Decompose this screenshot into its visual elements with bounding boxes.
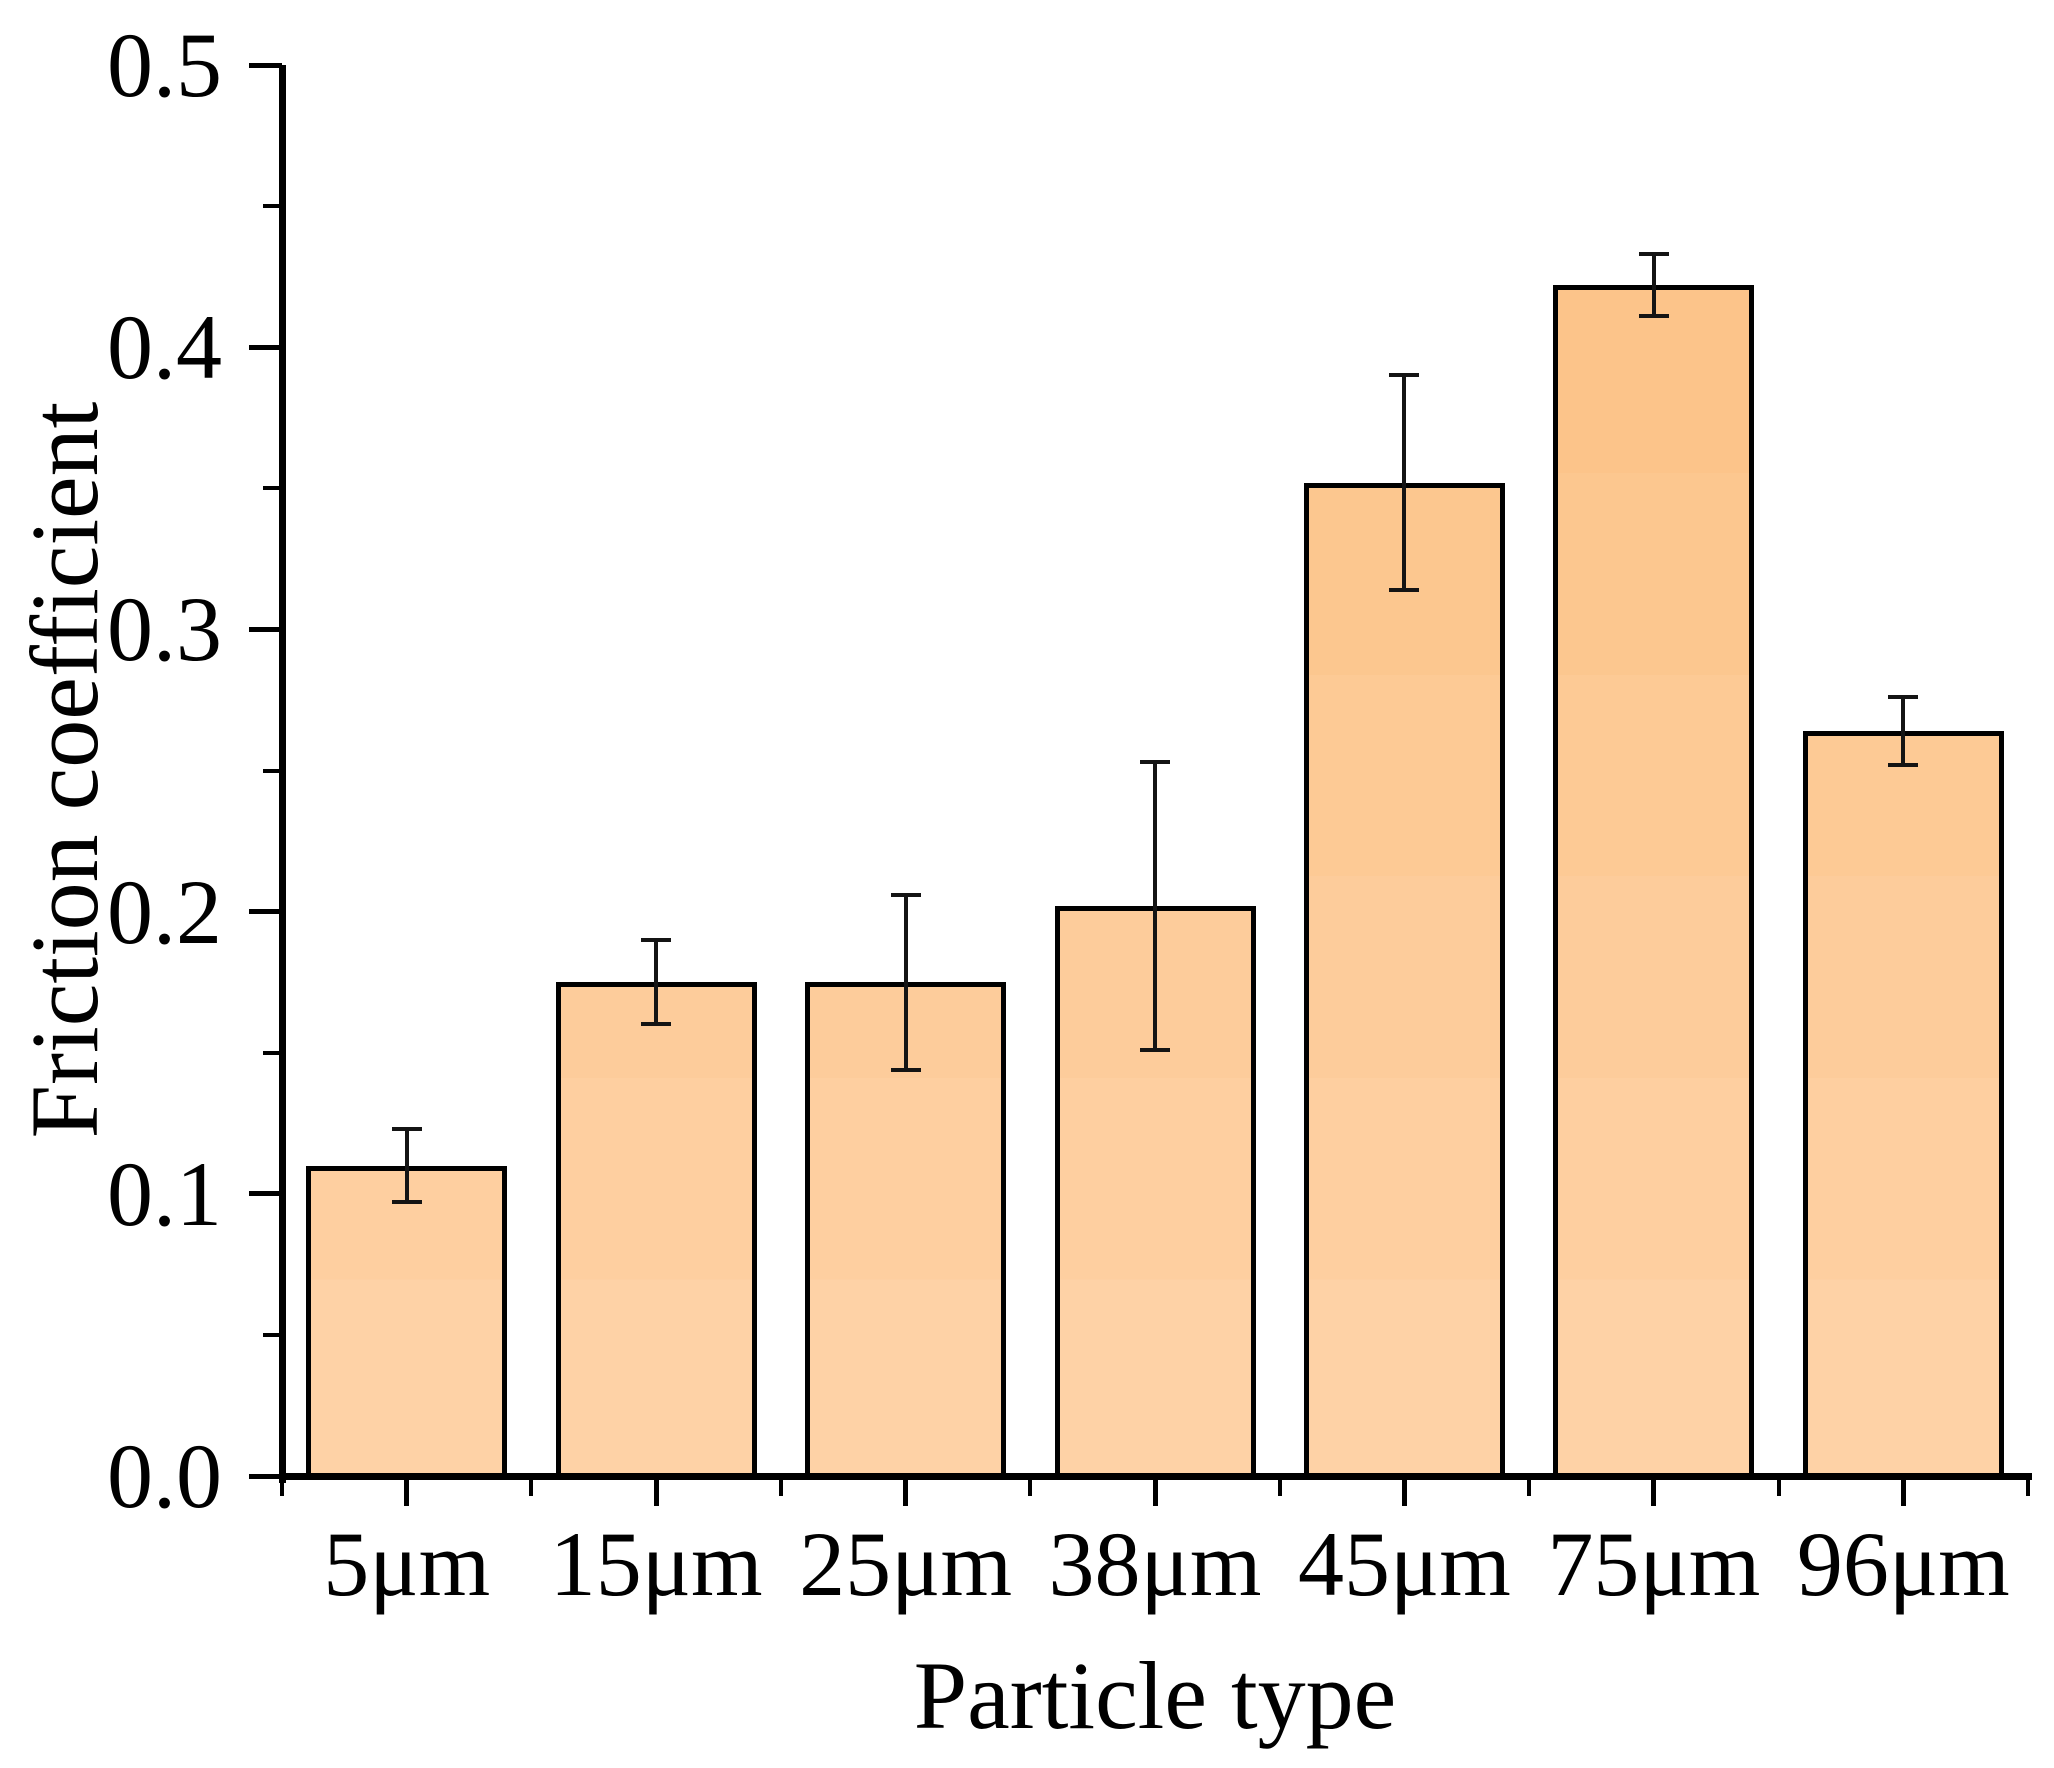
error-bar-cap-bottom [1140,1047,1170,1052]
y-tick-label: 0.2 [107,860,222,963]
error-bar-line [1153,762,1157,1050]
error-bar-cap-bottom [890,1067,921,1072]
x-minor-tick [1527,1479,1532,1496]
x-major-tick [1401,1479,1407,1506]
error-bar-cap-bottom [1888,762,1919,767]
y-major-tick [249,62,282,68]
x-minor-tick [1776,1479,1781,1496]
y-major-tick [249,1191,282,1197]
x-axis-line [278,1472,2032,1480]
x-major-tick [404,1479,410,1506]
error-bar-line [903,894,908,1070]
x-minor-tick [280,1479,284,1496]
y-minor-tick [263,768,282,773]
x-minor-tick [529,1479,534,1496]
error-bar-cap-bottom [391,1200,422,1205]
error-bar-cap-bottom [1638,314,1669,319]
x-major-tick [653,1479,659,1506]
error-bar-cap-top [1140,760,1170,765]
y-tick-label: 0.1 [107,1142,222,1245]
y-minor-tick [263,1332,282,1337]
y-axis-title: Friction coefficient [11,401,118,1139]
x-major-tick [1152,1479,1158,1506]
y-tick-label: 0.5 [107,14,222,116]
error-bar-cap-top [1888,695,1919,700]
y-minor-tick [263,1050,282,1055]
y-major-tick [249,1473,282,1479]
x-axis-title: Particle type [913,1642,1397,1749]
y-tick-label: 0.3 [107,578,222,681]
error-bar-line [404,1128,409,1203]
error-bar-cap-top [391,1126,422,1131]
error-bar-cap-bottom [1389,587,1420,592]
x-tick-label: 5μm [323,1513,491,1615]
error-bar-line [1901,697,1906,765]
error-bar-line [1651,254,1656,317]
y-tick-label: 0.0 [107,1425,222,1527]
x-tick-label: 45μm [1297,1513,1511,1615]
y-major-tick [249,909,282,915]
error-bar-cap-top [1389,373,1420,378]
bar-5μm [306,1166,508,1476]
error-bar-cap-top [1638,252,1669,257]
bar-15μm [555,982,757,1476]
x-minor-tick [1277,1479,1282,1496]
x-tick-label: 15μm [549,1513,763,1615]
y-major-tick [249,344,282,350]
x-major-tick [1651,1479,1657,1506]
x-major-tick [903,1479,909,1506]
y-tick-label: 0.4 [107,296,222,399]
x-tick-label: 96μm [1796,1513,2010,1615]
x-tick-label: 25μm [799,1513,1013,1615]
error-bar-line [654,939,659,1025]
x-tick-label: 75μm [1547,1513,1761,1615]
x-minor-tick [778,1479,783,1496]
bar-45μm [1303,483,1505,1476]
error-bar-cap-bottom [641,1022,672,1027]
error-bar-cap-top [641,937,672,942]
error-bar-line [1402,375,1407,590]
error-bar-cap-top [890,892,921,897]
bar-75μm [1553,285,1755,1476]
x-major-tick [1900,1479,1906,1506]
x-minor-tick [1028,1479,1033,1496]
x-tick-label: 38μm [1048,1513,1262,1615]
y-axis-line [278,65,286,1483]
y-major-tick [249,626,282,632]
bar-96μm [1802,731,2004,1476]
y-minor-tick [263,486,282,491]
x-minor-tick [2026,1479,2030,1496]
y-minor-tick [263,204,282,209]
